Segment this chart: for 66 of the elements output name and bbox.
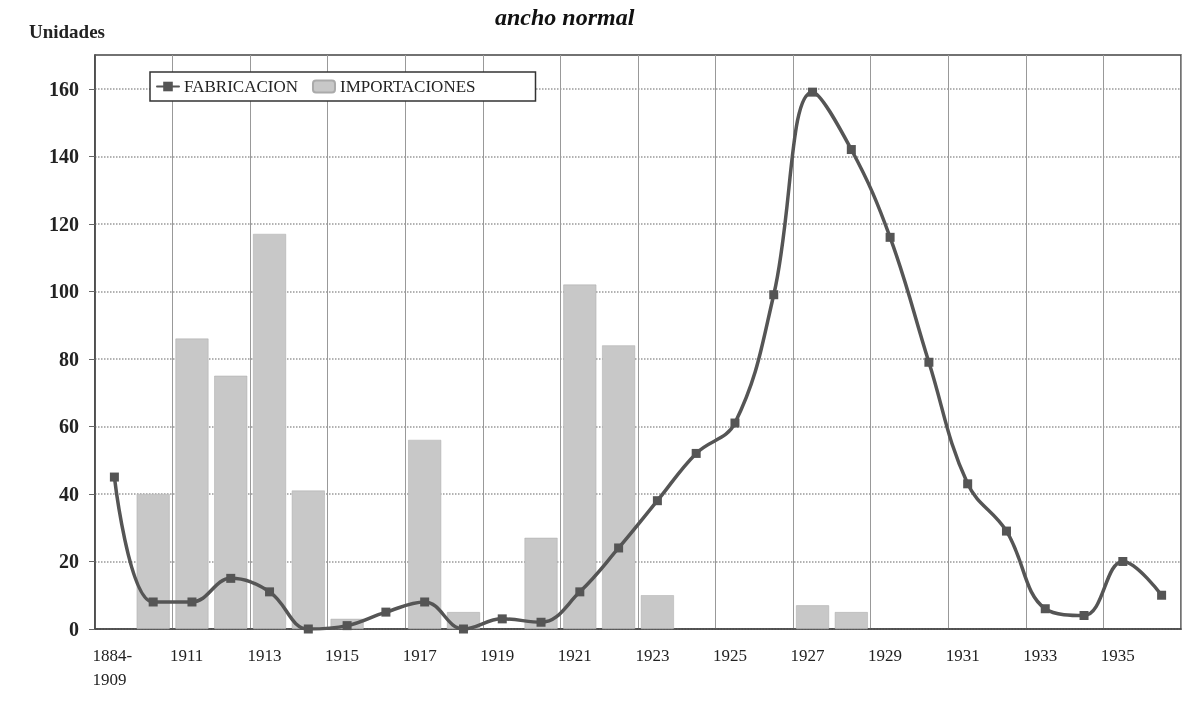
point — [730, 418, 740, 428]
point — [497, 614, 507, 624]
bar — [602, 345, 636, 629]
x-tick-label: 1933 — [1023, 645, 1058, 665]
point — [458, 624, 468, 634]
bar — [563, 284, 597, 629]
x-tick-label: 1923 — [635, 645, 670, 665]
bar — [175, 338, 209, 629]
point — [769, 290, 779, 300]
point — [420, 597, 430, 607]
x-tick-label: 1917 — [402, 645, 438, 665]
point — [1040, 604, 1050, 614]
point — [963, 479, 973, 489]
x-tick-label: 1911 — [169, 645, 204, 665]
bar — [834, 612, 868, 629]
chart-title: ancho normal — [495, 4, 635, 30]
bar — [291, 490, 325, 629]
point — [109, 472, 119, 482]
point — [575, 587, 585, 597]
point — [614, 543, 624, 553]
point — [148, 597, 158, 607]
y-tick-label: 60 — [59, 415, 79, 438]
y-tick-label: 40 — [59, 482, 79, 505]
x-tick-label: 1925 — [712, 645, 747, 665]
point — [1157, 590, 1167, 600]
x-tick-label: 1919 — [480, 645, 515, 665]
y-axis-title: Unidades — [28, 21, 105, 42]
bar — [640, 595, 674, 629]
point — [808, 87, 818, 97]
legend-label: IMPORTACIONES — [339, 77, 476, 96]
x-tick-label: 1935 — [1100, 645, 1135, 665]
point — [1118, 556, 1128, 566]
y-tick-label: 160 — [49, 77, 79, 100]
x-tick-label: 1929 — [868, 645, 903, 665]
point — [303, 624, 313, 634]
bar — [253, 233, 287, 629]
y-tick-label: 0 — [69, 618, 79, 640]
point — [536, 617, 546, 627]
point — [924, 357, 934, 367]
y-tick-label: 20 — [59, 550, 79, 573]
legend-label: FABRICACION — [184, 77, 298, 96]
x-tick-label: 1927 — [790, 645, 826, 665]
point — [1079, 610, 1089, 620]
bar — [408, 439, 442, 629]
point — [846, 145, 856, 155]
point — [691, 448, 701, 458]
x-tick-label: 1915 — [325, 645, 360, 665]
y-tick-label: 120 — [49, 212, 79, 235]
point — [381, 607, 391, 617]
point — [652, 496, 662, 506]
point — [187, 597, 197, 607]
point — [1001, 526, 1011, 536]
x-tick-label: 1884-1909 — [92, 645, 133, 689]
x-tick-label: 1921 — [557, 645, 592, 665]
y-tick-label: 100 — [49, 280, 79, 303]
bar — [136, 493, 170, 629]
x-tick-label: 1913 — [247, 645, 282, 665]
y-tick-label: 140 — [49, 145, 79, 168]
point — [265, 587, 275, 597]
point — [226, 573, 236, 583]
x-tick-label: 1931 — [945, 645, 980, 665]
bar — [214, 375, 248, 629]
y-tick-label: 80 — [59, 347, 79, 370]
bar — [796, 605, 830, 629]
bar — [524, 537, 558, 629]
point — [885, 232, 895, 242]
